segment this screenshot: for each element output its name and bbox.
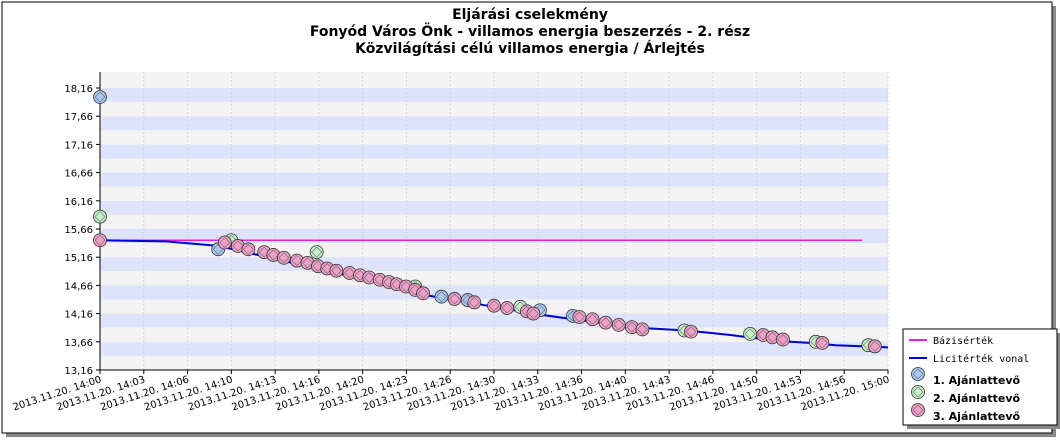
legend-label: Licitérték vonal xyxy=(933,353,1029,365)
data-point-series-3 xyxy=(635,322,650,337)
data-point-series-3 xyxy=(815,336,830,350)
grid-band xyxy=(100,200,888,215)
data-point-series-3 xyxy=(217,235,232,250)
data-point-series-3 xyxy=(526,306,541,321)
data-point-series-3 xyxy=(585,312,600,327)
data-point-series-1 xyxy=(434,289,449,304)
y-tick-label: 13,66 xyxy=(64,338,93,349)
grid-band xyxy=(100,144,888,159)
legend-marker-swatch xyxy=(911,385,925,399)
legend-label: 2. Ajánlattevő xyxy=(933,392,1021,405)
data-point-series-3 xyxy=(290,253,304,268)
grid-band xyxy=(100,116,888,131)
data-point-series-3 xyxy=(500,301,515,315)
y-tick-label: 13,16 xyxy=(64,366,93,377)
data-point-series-3 xyxy=(241,242,256,257)
data-point-series-3 xyxy=(867,339,882,354)
grid-band xyxy=(100,243,888,258)
chart-title-line-3: Közvilágítási célú villamos energia / Ár… xyxy=(355,40,705,57)
y-tick-label: 16,66 xyxy=(64,169,93,180)
data-point-series-3 xyxy=(329,263,344,278)
y-tick-label: 16,16 xyxy=(64,197,93,208)
chart-title-line-2: Fonyód Város Önk - villamos energia besz… xyxy=(310,22,750,40)
data-point-series-1 xyxy=(93,90,107,104)
data-point-series-3 xyxy=(447,292,462,306)
data-point-series-3 xyxy=(684,324,698,339)
legend-label: Bázisérték xyxy=(933,335,993,347)
data-point-series-3 xyxy=(765,330,780,345)
data-point-series-3 xyxy=(230,239,245,253)
data-point-series-3 xyxy=(93,233,107,248)
y-tick-label: 15,66 xyxy=(64,225,93,236)
data-point-series-3 xyxy=(467,295,482,310)
data-point-series-3 xyxy=(611,317,626,332)
data-point-series-3 xyxy=(776,332,790,347)
legend-item-5: 3. Ajánlattevő xyxy=(911,403,1021,423)
data-point-series-3 xyxy=(416,286,430,301)
grid-band xyxy=(100,271,888,286)
grid-band xyxy=(100,355,888,370)
grid-vertical-lines xyxy=(99,72,889,370)
data-point-series-3 xyxy=(276,250,291,265)
legend-box xyxy=(902,328,1058,426)
y-tick-label: 15,16 xyxy=(64,253,93,264)
y-tick-label: 17,66 xyxy=(64,112,93,123)
legend-item-2: Licitérték vonal xyxy=(909,353,1029,365)
legend-marker-swatch xyxy=(911,403,925,417)
data-point-series-2 xyxy=(743,327,757,341)
legend-label: 1. Ajánlattevő xyxy=(933,374,1021,387)
data-point-series-3 xyxy=(362,270,377,285)
grid-band xyxy=(100,88,888,103)
legend-item-4: 2. Ajánlattevő xyxy=(911,385,1021,405)
data-point-series-2 xyxy=(309,245,324,260)
grid-band xyxy=(100,172,888,187)
series-3-markers xyxy=(93,233,882,354)
legend-item-3: 1. Ajánlattevő xyxy=(911,367,1021,387)
legend-label: 3. Ajánlattevő xyxy=(933,410,1021,423)
y-tick-label: 18,16 xyxy=(64,84,93,95)
data-point-series-3 xyxy=(625,320,639,335)
legend: Bázisérték Licitérték vonal 1. Ajánlattevő… xyxy=(902,328,1058,426)
y-tick-label: 14,66 xyxy=(64,281,93,292)
legend-item-1: Bázisérték xyxy=(909,335,993,347)
chart-title-line-1: Eljárási cselekmény xyxy=(452,7,608,23)
y-tick-label: 17,16 xyxy=(64,140,93,151)
data-point-series-3 xyxy=(598,315,613,330)
data-point-series-3 xyxy=(487,298,501,313)
legend-marker-swatch xyxy=(911,367,925,381)
data-point-series-2 xyxy=(93,209,107,224)
data-point-series-3 xyxy=(572,310,587,324)
y-tick-label: 14,16 xyxy=(64,310,93,321)
